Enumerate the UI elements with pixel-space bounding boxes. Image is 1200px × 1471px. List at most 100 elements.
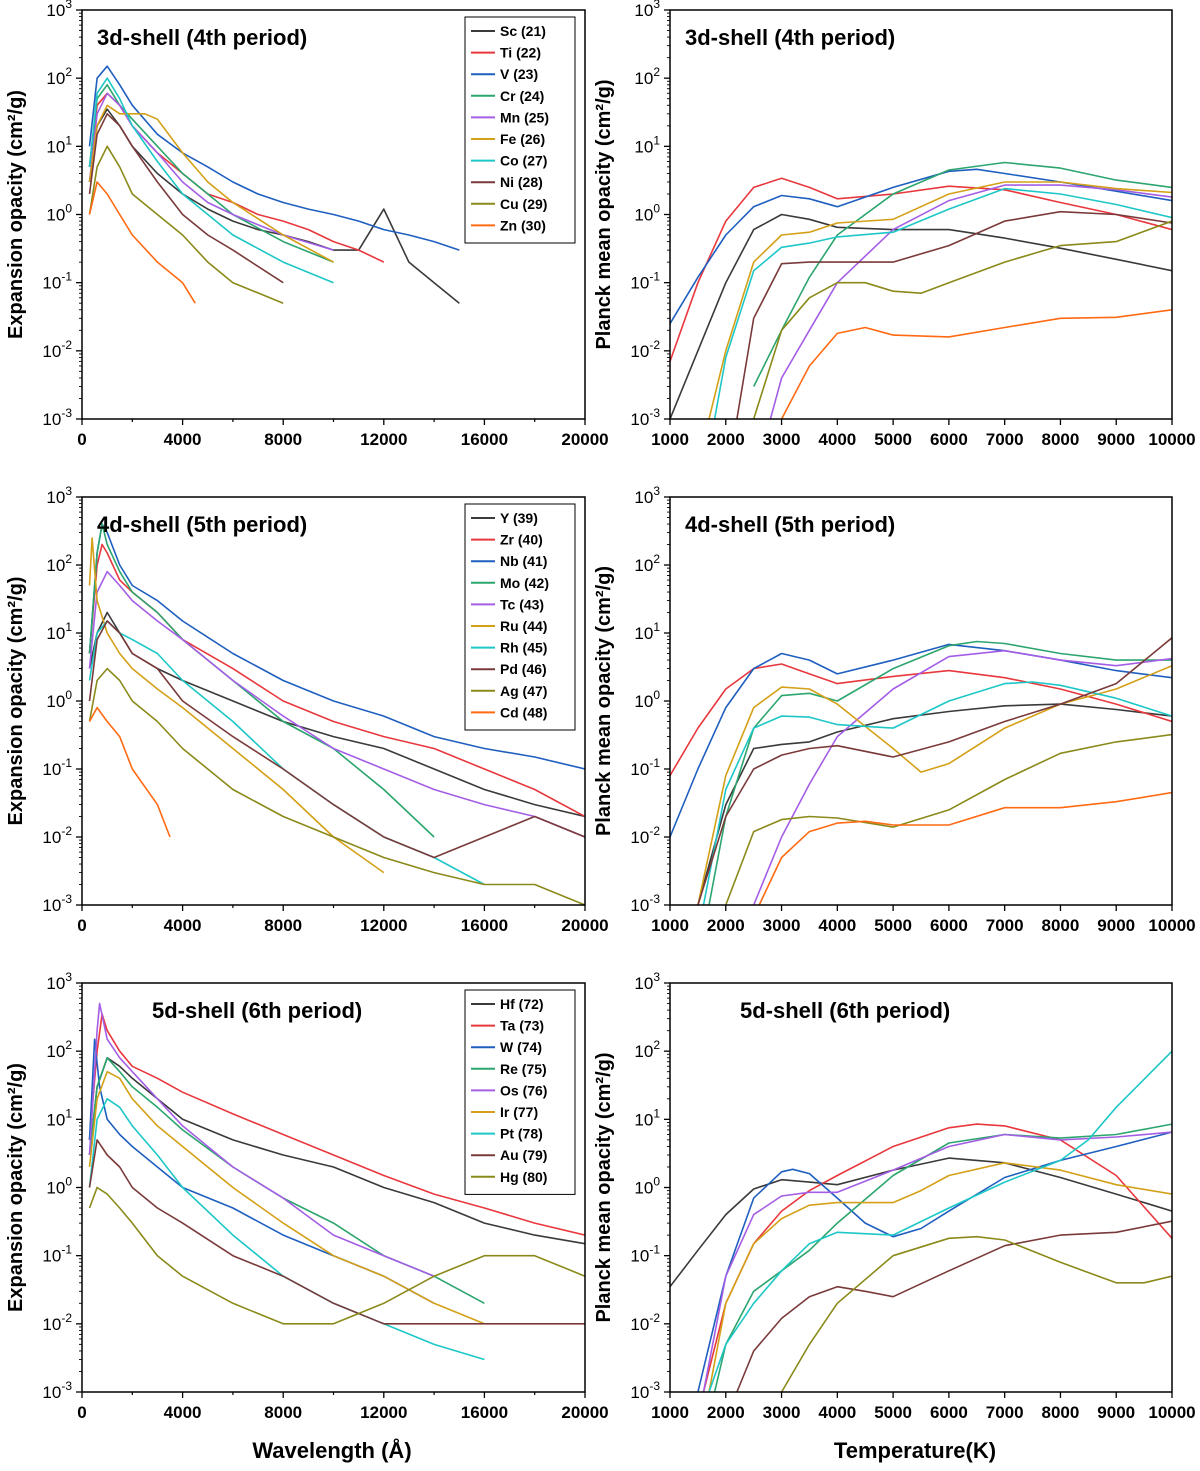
series-line-zn <box>88 181 196 304</box>
x-tick-label: 0 <box>77 430 86 449</box>
y-tick-label: 101 <box>634 133 660 156</box>
y-tick-label: 10-1 <box>42 1243 72 1266</box>
series-line-ni <box>736 210 1172 419</box>
series-line-ru <box>88 537 385 874</box>
series-line-cr <box>752 161 1172 387</box>
series-line-w <box>88 1038 435 1305</box>
legend-label: Nb (41) <box>500 553 547 569</box>
y-axis-label: Expansion opacity (cm²/g) <box>5 90 27 339</box>
series-line-hg <box>88 1186 585 1325</box>
legend: Sc (21) Ti (22) V (23) Cr (24) Mn (25) Fe (26… <box>464 16 576 244</box>
series-line-v <box>670 168 1172 325</box>
legend-label: Ir (77) <box>500 1104 538 1120</box>
series-line-ag <box>725 733 1172 905</box>
y-tick-label: 101 <box>634 1106 660 1129</box>
y-tick-label: 102 <box>46 1038 72 1061</box>
series-group <box>88 523 585 905</box>
legend-label: Pd (46) <box>500 661 547 677</box>
legend-label: Hg (80) <box>500 1169 547 1185</box>
series-line-mn <box>88 92 334 251</box>
y-tick-label: 100 <box>634 688 660 711</box>
series-line-w <box>697 1131 1172 1392</box>
y-tick-label: 10-2 <box>630 338 660 361</box>
series-line-y <box>88 611 585 818</box>
y-tick-label: 10-1 <box>42 270 72 293</box>
y-tick-label: 102 <box>46 552 72 575</box>
series-line-co <box>88 77 334 284</box>
legend-box <box>464 503 576 731</box>
y-axis-label: Expansion opacity (cm²/g) <box>5 1063 27 1312</box>
series-line-au <box>736 1220 1172 1392</box>
chart-exp-5d: 0 4000 8000 12000 16000 20000 10-3 10-2 10-1 100 1… <box>5 970 609 1422</box>
series-line-rh <box>88 620 485 886</box>
x-tick-label: 4000 <box>818 1403 856 1422</box>
x-tick-label: 10000 <box>1148 916 1195 935</box>
series-line-ta <box>702 1123 1172 1392</box>
x-tick-label: 20000 <box>561 1403 608 1422</box>
series-line-os <box>702 1131 1172 1392</box>
y-tick-label: 10-3 <box>630 892 660 915</box>
legend-label: Ru (44) <box>500 618 547 634</box>
y-tick-label: 10-3 <box>42 892 72 915</box>
chart-planck-5d: 1000 2000 3000 4000 5000 6000 7000 8000 9000 1000… <box>593 970 1196 1422</box>
series-line-co <box>713 187 1172 419</box>
chart-title: 5d-shell (6th period) <box>740 998 950 1023</box>
x-tick-label: 4000 <box>164 1403 202 1422</box>
series-line-pd <box>88 620 585 859</box>
y-tick-label: 10-3 <box>630 406 660 429</box>
x-tick-label: 4000 <box>164 916 202 935</box>
series-line-ni <box>88 113 284 284</box>
x-tick-label: 12000 <box>360 916 407 935</box>
y-tick-label: 10-2 <box>42 824 72 847</box>
series-line-ti <box>670 177 1172 362</box>
y-tick-label: 10-2 <box>42 338 72 361</box>
legend-label: Cd (48) <box>500 704 547 720</box>
series-line-v <box>88 65 460 251</box>
series-group <box>88 65 460 304</box>
legend-label: Pt (78) <box>500 1126 543 1142</box>
chart-planck-4d: 1000 2000 3000 4000 5000 6000 7000 8000 9000 1000… <box>593 484 1196 935</box>
y-tick-label: 103 <box>46 0 72 20</box>
chart-title: 5d-shell (6th period) <box>152 998 362 1023</box>
series-line-cu <box>88 145 284 304</box>
series-line-hf <box>670 1157 1172 1288</box>
legend-label: Mn (25) <box>500 109 549 125</box>
chart-title: 3d-shell (4th period) <box>685 25 895 50</box>
y-tick-label: 101 <box>46 1106 72 1129</box>
y-tick-label: 10-1 <box>630 270 660 293</box>
y-tick-label: 10-3 <box>630 1379 660 1402</box>
legend-label: Cr (24) <box>500 88 544 104</box>
series-line-cr <box>88 84 334 263</box>
y-tick-label: 101 <box>46 620 72 643</box>
x-tick-label: 10000 <box>1148 430 1195 449</box>
legend-label: Sc (21) <box>500 23 546 39</box>
x-tick-label: 4000 <box>164 430 202 449</box>
y-tick-label: 103 <box>634 484 660 507</box>
series-line-re <box>88 1057 485 1305</box>
x-tick-label: 6000 <box>930 916 968 935</box>
y-tick-label: 103 <box>46 484 72 507</box>
x-tick-label: 3000 <box>763 1403 801 1422</box>
x-tick-label: 16000 <box>461 430 508 449</box>
legend-label: Au (79) <box>500 1147 547 1163</box>
y-axis-label: Planck mean opacity (cm²/g) <box>593 566 615 836</box>
x-tick-label: 0 <box>77 1403 86 1422</box>
legend: Y (39) Zr (40) Nb (41) Mo (42) Tc (43) Ru (44… <box>464 503 576 731</box>
y-axis-label: Planck mean opacity (cm²/g) <box>593 1052 615 1322</box>
legend-label: Ag (47) <box>500 683 547 699</box>
y-axis-label: Planck mean opacity (cm²/g) <box>593 79 615 349</box>
x-tick-label: 8000 <box>1042 430 1080 449</box>
x-tick-label: 2000 <box>707 430 745 449</box>
legend-label: Tc (43) <box>500 596 544 612</box>
series-line-pd <box>697 637 1172 905</box>
x-tick-label: 5000 <box>874 430 912 449</box>
series-line-y <box>697 703 1172 905</box>
series-line-fe <box>708 181 1172 419</box>
y-tick-label: 10-1 <box>42 756 72 779</box>
series-line-ag <box>88 667 585 905</box>
legend-label: Co (27) <box>500 153 547 169</box>
x-tick-label: 12000 <box>360 430 407 449</box>
legend-label: Ti (22) <box>500 45 541 61</box>
x-tick-label: 8000 <box>264 1403 302 1422</box>
